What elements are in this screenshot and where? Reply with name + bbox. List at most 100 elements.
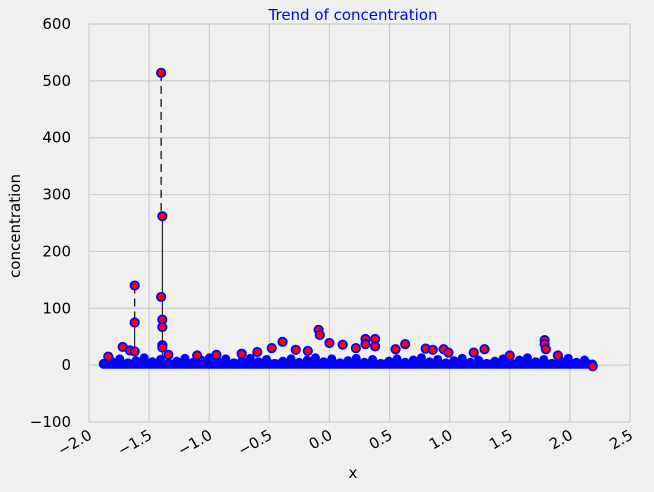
data-point: [390, 344, 401, 355]
baseline-marker: [531, 357, 541, 367]
baseline-marker: [547, 358, 557, 368]
baseline-marker: [392, 354, 402, 364]
y-tick-label: 300: [42, 186, 71, 204]
data-point: [252, 346, 263, 358]
baseline-marker: [482, 358, 492, 368]
baseline-marker: [164, 358, 174, 368]
baseline-marker: [580, 355, 590, 365]
data-point: [479, 344, 490, 355]
data-point: [504, 350, 515, 361]
data-point: [552, 350, 563, 361]
data-point: [400, 339, 411, 350]
baseline-marker: [474, 355, 484, 365]
data-point: [427, 344, 438, 355]
data-point: [266, 342, 277, 354]
data-point: [290, 344, 301, 355]
baseline-marker: [286, 354, 296, 364]
data-point: [129, 346, 140, 357]
data-point: [337, 339, 348, 350]
baseline-band: [98, 353, 598, 369]
y-tick-label: 200: [42, 242, 71, 260]
baseline-marker: [465, 357, 475, 367]
baseline-marker: [433, 354, 443, 364]
data-point: [157, 342, 168, 353]
y-tick-label: 100: [42, 299, 71, 317]
data-point: [157, 321, 168, 333]
baseline-marker: [294, 357, 304, 367]
data-point: [129, 317, 140, 328]
baseline-marker: [359, 357, 369, 367]
baseline-marker: [449, 356, 459, 366]
baseline-marker: [156, 354, 166, 364]
baseline-marker: [278, 356, 288, 366]
baseline-marker: [229, 358, 239, 368]
data-point: [360, 339, 371, 350]
baseline-marker: [221, 354, 231, 364]
data-point: [211, 349, 222, 361]
baseline-marker: [522, 353, 532, 363]
baseline-marker: [180, 353, 190, 363]
y-tick-label: 400: [42, 129, 71, 147]
baseline-marker: [139, 353, 149, 363]
baseline-marker: [563, 353, 573, 363]
x-axis-label: x: [349, 464, 358, 482]
data-point: [324, 337, 335, 349]
data-point: [156, 291, 167, 303]
data-point: [370, 341, 381, 352]
baseline-marker: [310, 353, 320, 363]
baseline-marker: [115, 354, 125, 364]
data-point: [129, 280, 140, 291]
baseline-marker: [514, 355, 524, 365]
baseline-marker: [539, 354, 549, 364]
data-point: [350, 342, 361, 354]
baseline-marker: [368, 354, 378, 364]
baseline-marker: [172, 356, 182, 366]
data-point: [587, 361, 598, 372]
data-point: [302, 345, 313, 357]
baseline-marker: [262, 354, 272, 364]
baseline-marker: [416, 353, 426, 363]
data-point: [277, 336, 288, 347]
y-axis-label: concentration: [6, 174, 24, 278]
baseline-marker: [376, 358, 386, 368]
data-point: [156, 67, 167, 78]
data-point: [163, 349, 174, 361]
y-tick-label: −100: [30, 413, 71, 431]
baseline-marker: [302, 355, 312, 365]
baseline-marker: [147, 357, 157, 367]
baseline-marker: [441, 358, 451, 368]
chart-title: Trend of concentration: [268, 6, 438, 24]
data-points: [103, 67, 598, 372]
baseline-marker: [253, 357, 263, 367]
data-point: [540, 344, 551, 355]
data-point: [314, 329, 325, 341]
data-point: [157, 211, 168, 222]
baseline-marker: [98, 358, 108, 368]
baseline-marker: [343, 356, 353, 366]
baseline-marker: [131, 356, 141, 366]
y-tick-label: 600: [42, 15, 71, 33]
baseline-marker: [245, 353, 255, 363]
y-tick-label: 0: [61, 356, 71, 374]
baseline-marker: [335, 358, 345, 368]
y-tick-label: 500: [42, 72, 71, 90]
baseline-marker: [384, 356, 394, 366]
baseline-marker: [319, 357, 329, 367]
baseline-marker: [571, 357, 581, 367]
baseline-marker: [270, 358, 280, 368]
baseline-marker: [506, 358, 516, 368]
baseline-marker: [408, 355, 418, 365]
baseline-marker: [425, 357, 435, 367]
baseline-marker: [123, 358, 133, 368]
baseline-marker: [327, 354, 337, 364]
data-point: [192, 350, 203, 361]
baseline-marker: [490, 356, 500, 366]
data-point: [103, 351, 114, 362]
baseline-marker: [400, 357, 410, 367]
baseline-marker: [457, 353, 467, 363]
data-point: [468, 347, 479, 358]
data-point: [443, 347, 454, 358]
baseline-marker: [351, 353, 361, 363]
